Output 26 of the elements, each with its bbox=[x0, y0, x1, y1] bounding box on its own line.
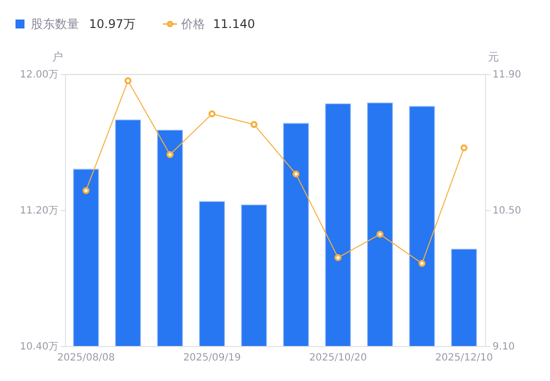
point bbox=[376, 230, 384, 238]
x-tick-label: 2025/10/20 bbox=[309, 352, 367, 364]
legend-label: 股东数量 bbox=[31, 17, 79, 31]
y-tick-label: 11.20万 bbox=[20, 206, 58, 216]
x-tick-label: 2025/08/08 bbox=[57, 352, 115, 364]
point bbox=[166, 151, 174, 158]
point bbox=[208, 110, 216, 118]
y2-tick-label: 11.90 bbox=[492, 70, 522, 80]
y-tick-label: 12.00万 bbox=[20, 70, 58, 80]
point bbox=[250, 121, 258, 128]
point bbox=[418, 260, 426, 267]
x-tick-label: 2025/12/10 bbox=[435, 352, 493, 364]
text: 11.140 bbox=[213, 17, 255, 31]
y-axis-title: 户 bbox=[52, 50, 63, 64]
x-tick-label: 2025/09/19 bbox=[183, 352, 241, 364]
y2-tick-label: 10.50 bbox=[492, 206, 522, 216]
y2-axis-title: 元 bbox=[488, 50, 499, 64]
point bbox=[124, 77, 132, 84]
y2-tick-label: 9.10 bbox=[492, 342, 515, 352]
point bbox=[292, 170, 300, 178]
point bbox=[82, 187, 90, 194]
point bbox=[334, 254, 342, 262]
y-tick-label: 10.40万 bbox=[20, 342, 58, 352]
point bbox=[460, 144, 468, 152]
legend-label: 价格 bbox=[180, 17, 205, 31]
text: 10.97万 bbox=[89, 17, 136, 31]
